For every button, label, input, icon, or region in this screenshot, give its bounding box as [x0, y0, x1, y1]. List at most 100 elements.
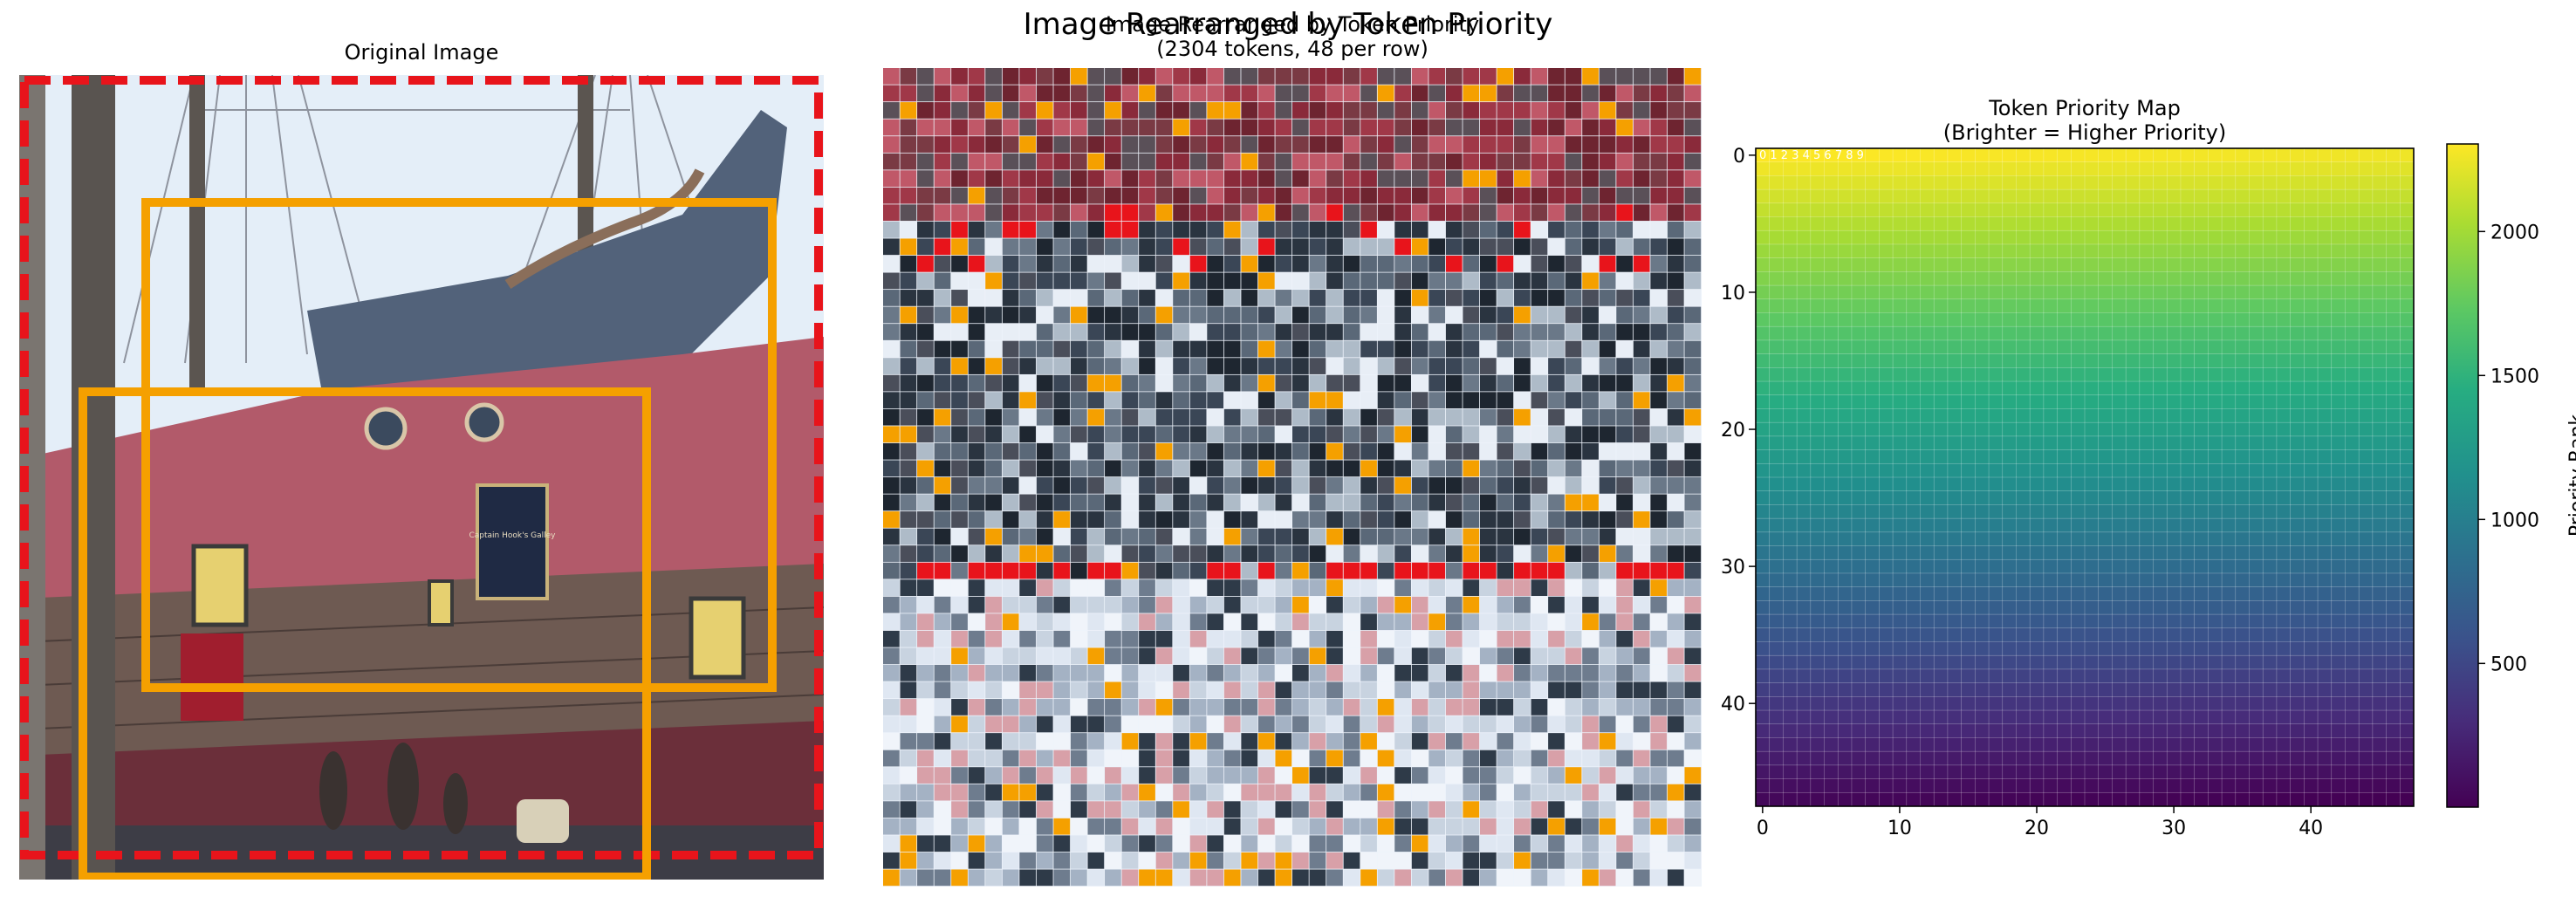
heatmap-cell: [1975, 284, 1990, 300]
token-cell: [1616, 324, 1634, 340]
heatmap-cell: [2304, 339, 2319, 355]
token-cell: [1445, 290, 1463, 306]
heatmap-cell: [2112, 764, 2127, 780]
heatmap-cell: [1851, 380, 1867, 396]
heatmap-cell: [2084, 750, 2100, 766]
heatmap-cell: [1933, 504, 1949, 519]
heatmap-cell: [1796, 600, 1812, 615]
token-cell: [1479, 119, 1497, 136]
heatmap-cell: [2070, 175, 2086, 190]
token-cell: [1479, 85, 1497, 102]
token-cell: [1479, 136, 1497, 153]
heatmap-cell: [2153, 421, 2168, 437]
token-cell: [1582, 238, 1599, 256]
heatmap-cell: [1947, 216, 1963, 231]
heatmap-cell: [2057, 216, 2072, 231]
token-cell: [1019, 136, 1037, 153]
heatmap-cell: [2331, 558, 2346, 574]
heatmap-cell: [1851, 462, 1867, 478]
heatmap-cell: [2290, 202, 2305, 218]
token-cell: [968, 306, 985, 324]
token-cell: [1463, 238, 1480, 256]
heatmap-cell: [2345, 339, 2360, 355]
token-cell: [1275, 324, 1292, 340]
token-cell: [968, 221, 985, 238]
heatmap-cell: [1906, 572, 1922, 588]
heatmap-cell: [2084, 312, 2100, 327]
heatmap-cell: [2290, 723, 2305, 739]
heatmap-cell: [1769, 696, 1785, 711]
heatmap-cell: [2317, 175, 2333, 190]
heatmap-cell: [1947, 586, 1963, 601]
heatmap-cell: [2098, 353, 2114, 368]
heatmap-cell: [1961, 791, 1976, 807]
heatmap-cell: [1933, 188, 1949, 204]
heatmap-cell: [1933, 490, 1949, 506]
token-cell: [1223, 306, 1241, 324]
heatmap-cell: [2043, 558, 2059, 574]
token-cell: [1667, 204, 1684, 222]
heatmap-cell: [1906, 723, 1922, 739]
heatmap-cell: [2399, 216, 2415, 231]
heatmap-cell: [2166, 696, 2182, 711]
heatmap-cell: [2208, 312, 2223, 327]
token-cell: [1411, 68, 1428, 85]
heatmap-cell: [1988, 586, 2004, 601]
token-cell: [1002, 204, 1019, 222]
heatmap-cell: [1975, 600, 1990, 615]
heatmap-cell: [1824, 504, 1839, 519]
token-cell: [1343, 136, 1360, 153]
heatmap-cell: [2153, 202, 2168, 218]
heatmap-cell: [2016, 435, 2031, 451]
heatmap-cell: [1824, 737, 1839, 752]
heatmap-cell: [2194, 600, 2209, 615]
heatmap-cell: [1865, 750, 1880, 766]
token-cell: [1155, 153, 1173, 170]
heatmap-cell: [2345, 449, 2360, 464]
token-cell: [968, 290, 985, 306]
heatmap-cell: [1837, 202, 1853, 218]
heatmap-cell: [1879, 654, 1894, 670]
heatmap-cell: [2112, 394, 2127, 410]
heatmap-cell: [1961, 298, 1976, 314]
heatmap-cell: [2084, 325, 2100, 341]
token-cell: [883, 358, 900, 374]
heatmap-cell: [2386, 243, 2401, 259]
token-cell: [1411, 153, 1428, 170]
heatmap-cell: [1851, 682, 1867, 697]
heatmap-cell: [2125, 161, 2141, 177]
heatmap-cell: [1933, 202, 1949, 218]
heatmap-cell: [2276, 654, 2292, 670]
token-cell: [1241, 221, 1258, 238]
token-cell: [1548, 85, 1565, 102]
heatmap-cell: [1796, 449, 1812, 464]
heatmap-cell: [2029, 312, 2045, 327]
heatmap-cell: [1865, 613, 1880, 629]
token-cell: [1189, 255, 1207, 272]
token-cell: [1309, 324, 1326, 340]
heatmap-cell: [2084, 531, 2100, 547]
heatmap-cell: [2153, 271, 2168, 286]
token-cell: [900, 340, 917, 358]
token-cell: [1599, 170, 1616, 187]
heatmap-cell: [1769, 380, 1785, 396]
token-cell: [883, 306, 900, 324]
heatmap-cell: [2070, 325, 2086, 341]
heatmap-cell: [2345, 462, 2360, 478]
token-cell: [1360, 238, 1377, 256]
heatmap-cell: [2235, 298, 2251, 314]
heatmap-cell: [2221, 586, 2237, 601]
heatmap-cell: [2221, 435, 2237, 451]
heatmap-cell: [1988, 750, 2004, 766]
heatmap-cell: [1988, 723, 2004, 739]
heatmap-cell: [2194, 353, 2209, 368]
heatmap-cell: [2139, 339, 2155, 355]
heatmap-cell: [2084, 161, 2100, 177]
heatmap-cell: [2235, 188, 2251, 204]
heatmap-cell: [2399, 641, 2415, 656]
token-cell: [1155, 85, 1173, 102]
heatmap-cell: [1961, 558, 1976, 574]
token-cell: [1445, 238, 1463, 256]
orange-box-upper: [141, 198, 777, 692]
heatmap-cell: [2290, 188, 2305, 204]
